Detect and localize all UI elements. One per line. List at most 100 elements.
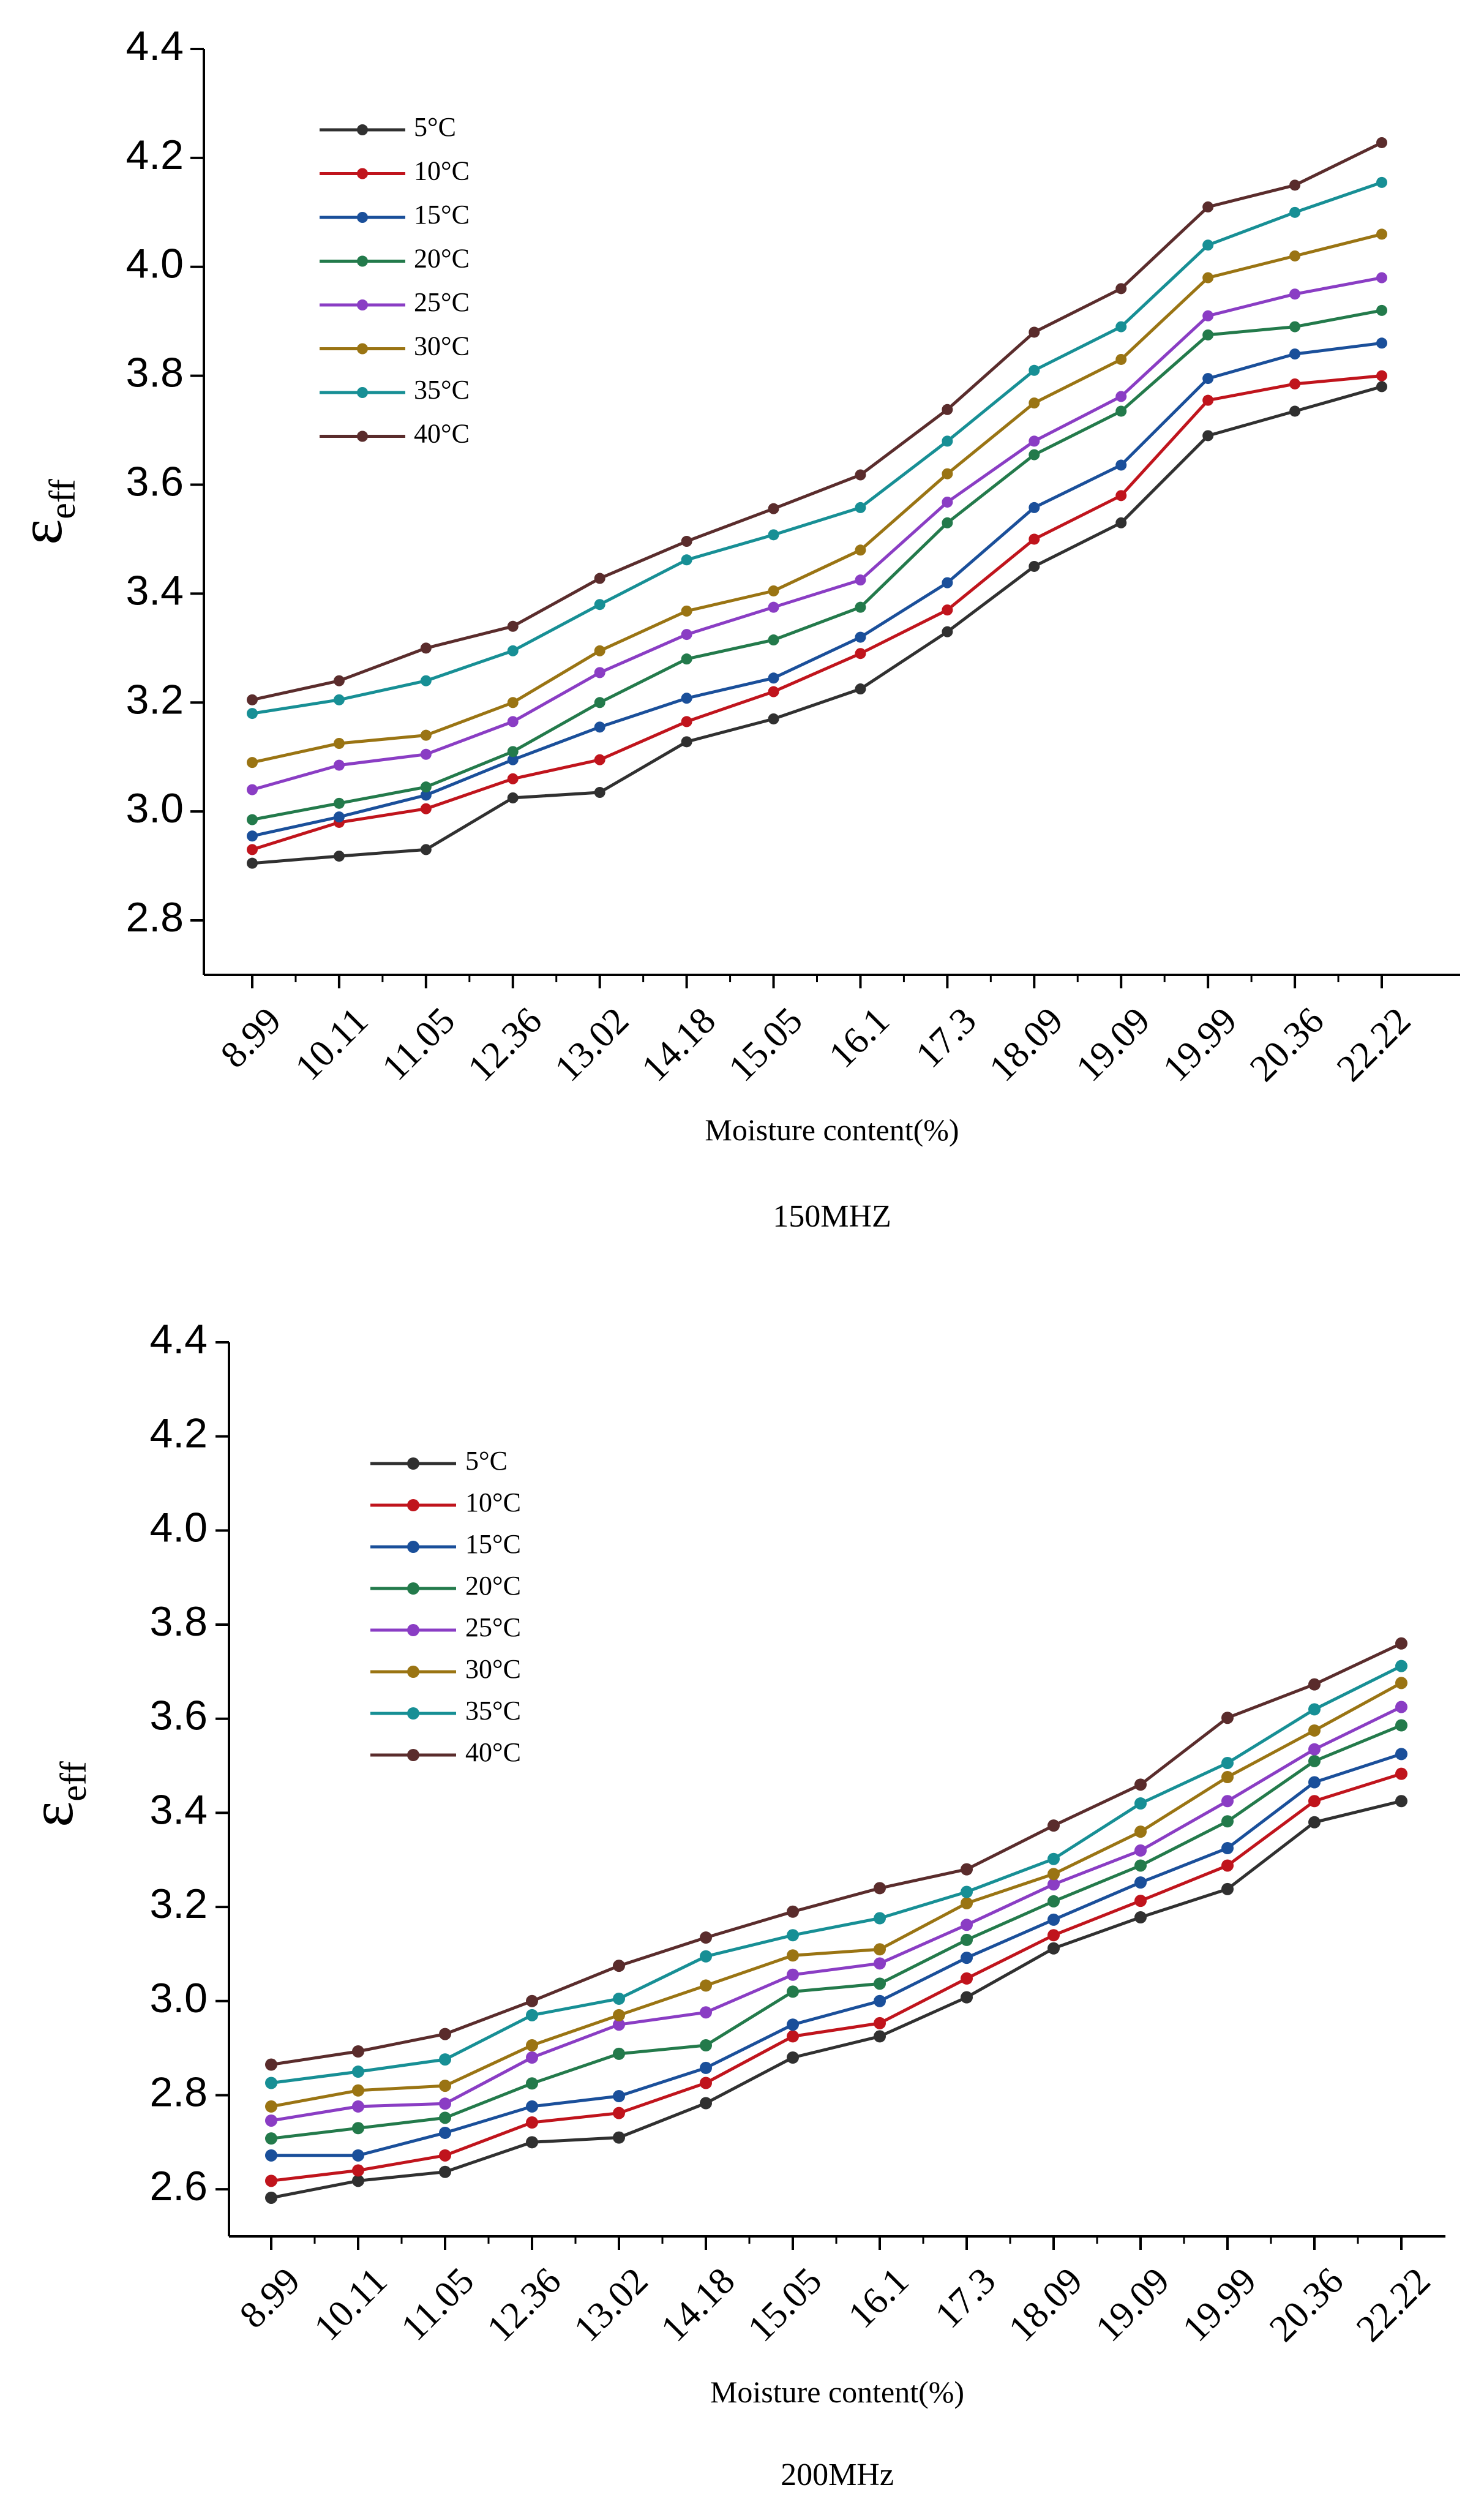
data-point bbox=[265, 2149, 277, 2162]
data-point bbox=[1115, 459, 1127, 471]
data-point bbox=[1115, 517, 1127, 528]
data-point bbox=[1395, 1637, 1407, 1650]
data-point bbox=[1376, 176, 1387, 188]
data-point bbox=[681, 554, 692, 566]
data-point bbox=[681, 536, 692, 547]
data-point bbox=[247, 844, 258, 855]
data-point bbox=[855, 631, 866, 643]
legend-marker bbox=[407, 1749, 419, 1761]
data-point bbox=[247, 814, 258, 825]
data-point bbox=[439, 2097, 451, 2110]
legend-marker bbox=[407, 1541, 419, 1553]
legend-label: 40°C bbox=[414, 419, 470, 449]
data-point bbox=[352, 2045, 364, 2058]
data-point bbox=[1395, 1677, 1407, 1690]
data-point bbox=[1289, 179, 1301, 191]
data-point bbox=[1308, 1816, 1321, 1829]
data-point bbox=[1115, 353, 1127, 365]
legend-label: 15°C bbox=[414, 200, 470, 230]
legend-label: 5°C bbox=[465, 1446, 508, 1476]
series-line-10c bbox=[252, 374, 1382, 851]
data-point bbox=[526, 1994, 538, 2007]
legend-label: 10°C bbox=[414, 156, 470, 186]
data-point bbox=[526, 2116, 538, 2129]
series-line-5c bbox=[252, 385, 1382, 865]
data-point bbox=[1221, 1842, 1234, 1855]
data-point bbox=[1376, 228, 1387, 240]
series-line-10c bbox=[271, 1772, 1402, 2182]
legend-marker bbox=[357, 343, 368, 355]
data-point bbox=[265, 2191, 277, 2204]
data-point bbox=[333, 675, 345, 686]
data-point bbox=[507, 754, 519, 765]
data-point bbox=[961, 1885, 973, 1898]
series-line-35c bbox=[271, 1664, 1403, 2084]
y-tick-label: 3.6 bbox=[126, 458, 184, 505]
data-point bbox=[942, 626, 953, 637]
data-point bbox=[855, 648, 866, 660]
series-line-5c bbox=[271, 1799, 1402, 2200]
data-point bbox=[1029, 326, 1040, 338]
data-point bbox=[613, 2107, 625, 2119]
data-point bbox=[613, 2090, 625, 2103]
data-point bbox=[681, 653, 692, 665]
data-point bbox=[507, 697, 519, 709]
series-line-15c bbox=[252, 341, 1382, 838]
data-point bbox=[439, 2126, 451, 2139]
data-point bbox=[1376, 381, 1387, 393]
data-point bbox=[1289, 206, 1301, 218]
legend-marker bbox=[407, 1457, 419, 1470]
data-point bbox=[265, 2114, 277, 2127]
y-tick-label: 3.8 bbox=[126, 350, 184, 396]
legend-marker bbox=[357, 168, 368, 179]
data-point bbox=[1395, 1795, 1407, 1808]
data-point bbox=[333, 759, 345, 771]
data-point bbox=[961, 1991, 973, 2004]
data-point bbox=[787, 2051, 799, 2064]
data-point bbox=[420, 748, 432, 760]
data-point bbox=[681, 693, 692, 704]
data-point bbox=[1376, 137, 1387, 148]
x-axis-label: Moisture content(%) bbox=[705, 1113, 959, 1147]
data-point bbox=[1029, 364, 1040, 376]
data-point bbox=[961, 1919, 973, 1931]
data-point bbox=[942, 435, 953, 447]
data-point bbox=[1289, 250, 1301, 261]
data-point bbox=[1221, 1882, 1234, 1895]
data-point bbox=[1047, 1819, 1060, 1832]
data-point bbox=[439, 2111, 451, 2124]
data-point bbox=[265, 2132, 277, 2145]
y-tick-label: 2.8 bbox=[149, 2069, 208, 2115]
legend-label: 35°C bbox=[465, 1696, 521, 1726]
data-point bbox=[1029, 397, 1040, 409]
data-point bbox=[768, 585, 779, 596]
data-point bbox=[700, 2039, 712, 2052]
data-point bbox=[1395, 1660, 1407, 1672]
data-point bbox=[1289, 405, 1301, 417]
y-tick-label: 4.0 bbox=[126, 241, 184, 287]
data-point bbox=[1308, 1795, 1321, 1808]
data-point bbox=[942, 496, 953, 508]
data-point bbox=[1308, 1743, 1321, 1756]
data-point bbox=[1395, 1719, 1407, 1732]
data-point bbox=[942, 517, 953, 528]
data-point bbox=[1029, 502, 1040, 513]
data-point bbox=[247, 694, 258, 705]
data-point bbox=[681, 736, 692, 748]
y-tick-label: 4.4 bbox=[149, 1316, 208, 1363]
series-line-30c bbox=[252, 232, 1382, 764]
data-point bbox=[1395, 1767, 1407, 1780]
data-point bbox=[1202, 272, 1214, 284]
data-point bbox=[961, 1896, 973, 1909]
data-point bbox=[247, 830, 258, 842]
data-point bbox=[1134, 1844, 1147, 1857]
legend-label: 25°C bbox=[465, 1612, 521, 1642]
y-tick-label: 3.2 bbox=[126, 676, 184, 723]
data-point bbox=[1029, 560, 1040, 572]
legend-marker bbox=[407, 1666, 419, 1678]
data-point bbox=[1115, 283, 1127, 295]
y-tick-label: 2.6 bbox=[149, 2163, 208, 2209]
y-tick-label: 3.2 bbox=[149, 1881, 208, 1927]
data-point bbox=[352, 2066, 364, 2078]
data-point bbox=[1221, 1815, 1234, 1828]
